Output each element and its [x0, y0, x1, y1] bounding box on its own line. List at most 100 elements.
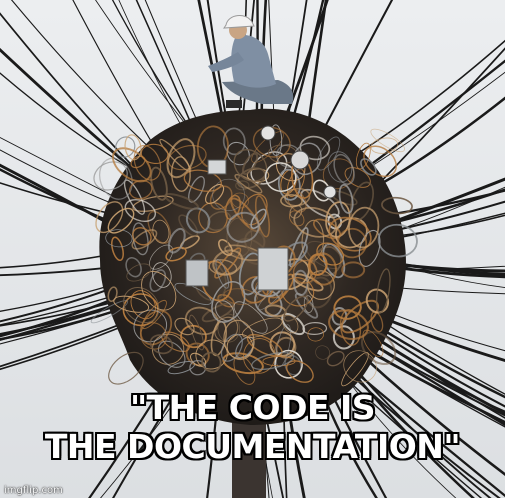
- cable-loop: [370, 128, 405, 153]
- cable-loop: [90, 300, 129, 324]
- junction-box: [185, 259, 209, 287]
- cable-loop: [233, 148, 268, 182]
- cable-loop: [362, 329, 384, 357]
- cable-loop: [124, 198, 157, 223]
- cable-loop: [123, 287, 160, 324]
- cable-loop: [363, 145, 397, 178]
- cable-loop: [282, 314, 299, 334]
- junction-box: [207, 159, 227, 175]
- cable-loop: [375, 268, 391, 314]
- cable-loop: [226, 217, 253, 257]
- worker-torso: [231, 34, 276, 88]
- cable-loop: [212, 249, 244, 276]
- cable-loop: [333, 153, 355, 185]
- cable-loop: [308, 252, 337, 286]
- cable-loop: [326, 350, 345, 367]
- cable-loop: [358, 229, 381, 267]
- cable-loop: [294, 292, 319, 319]
- cable-loop: [189, 314, 205, 351]
- cable-loop: [337, 227, 368, 259]
- cable-loop: [233, 301, 268, 334]
- worker-arm: [208, 52, 244, 72]
- cable-loop: [307, 327, 324, 342]
- cable-loop: [264, 162, 297, 192]
- worker-figure: [208, 15, 294, 108]
- cable-loop: [241, 152, 259, 175]
- cable-loop: [243, 338, 276, 374]
- cable-loop: [338, 183, 354, 214]
- cable-loop: [149, 334, 174, 355]
- cable-loop: [322, 243, 346, 279]
- cable-loop: [174, 317, 195, 336]
- cable-loop: [214, 316, 239, 342]
- cable-loop: [277, 168, 301, 201]
- cable-loop: [141, 271, 177, 311]
- cable-loop: [360, 158, 377, 176]
- imgflip-watermark: imgflip.com: [4, 485, 63, 496]
- cable-loop: [205, 183, 225, 205]
- cable-loop: [289, 204, 303, 219]
- cable-loop: [167, 227, 186, 254]
- junction-boxes: [185, 125, 337, 291]
- cable-loop: [305, 240, 344, 270]
- cable-loop: [108, 351, 144, 385]
- junction-box: [257, 247, 289, 291]
- cable-loop: [130, 290, 156, 320]
- cable-loop: [124, 134, 142, 161]
- cable-loop: [289, 227, 309, 268]
- cable-loop: [140, 322, 168, 350]
- cable-loop: [316, 136, 341, 171]
- cable-loop: [217, 313, 241, 343]
- cable-loop: [218, 238, 233, 257]
- cable-loop: [214, 247, 242, 279]
- hardhat-icon: [223, 15, 255, 29]
- cable-loop: [105, 229, 133, 248]
- cable-loop: [209, 185, 233, 210]
- cable-loop: [147, 210, 172, 244]
- cable-loop: [370, 137, 399, 154]
- cable-loop: [152, 262, 172, 288]
- cable-loop: [166, 138, 196, 179]
- cable-loop: [316, 242, 345, 266]
- cable-loop: [139, 309, 173, 346]
- cable-loop: [111, 236, 124, 262]
- cable-loop: [355, 142, 371, 170]
- cable-tangle-loops: [90, 124, 418, 387]
- cable-loop: [302, 321, 328, 336]
- cable-loop: [236, 167, 266, 189]
- cable-loop: [341, 352, 369, 387]
- cable-loop: [328, 216, 372, 252]
- cable-loop: [293, 206, 337, 238]
- cable-loop: [180, 324, 207, 349]
- cable-loop: [132, 227, 152, 246]
- caption-line-2: THE DOCUMENTATION": [44, 427, 461, 466]
- cable-loop: [174, 282, 212, 305]
- cable-loop: [113, 295, 150, 313]
- cable-loop: [224, 194, 241, 220]
- cable-loop: [246, 333, 283, 357]
- worker-legs: [222, 80, 294, 104]
- cable-loop: [141, 299, 167, 330]
- insulator: [260, 125, 276, 141]
- cable-loop: [381, 196, 413, 215]
- cable-loop: [126, 263, 152, 282]
- cable-loop: [307, 270, 335, 300]
- cable-loop: [222, 127, 246, 156]
- cable-loop: [223, 288, 258, 305]
- cable-loop: [183, 169, 222, 192]
- cable-loop: [149, 269, 167, 293]
- insulator: [323, 185, 337, 199]
- cable-loop: [283, 295, 309, 322]
- cable-loop: [231, 192, 250, 209]
- worker-boot: [226, 100, 242, 108]
- cable-loop: [115, 136, 136, 158]
- cable-loop: [140, 143, 169, 165]
- cable-loop: [332, 325, 355, 350]
- cable-loop: [339, 309, 362, 346]
- cable-loop: [178, 214, 199, 237]
- cable-loop: [107, 207, 135, 234]
- cable-loop: [241, 193, 268, 226]
- cable-loop: [315, 345, 330, 360]
- cable-loop: [377, 223, 418, 258]
